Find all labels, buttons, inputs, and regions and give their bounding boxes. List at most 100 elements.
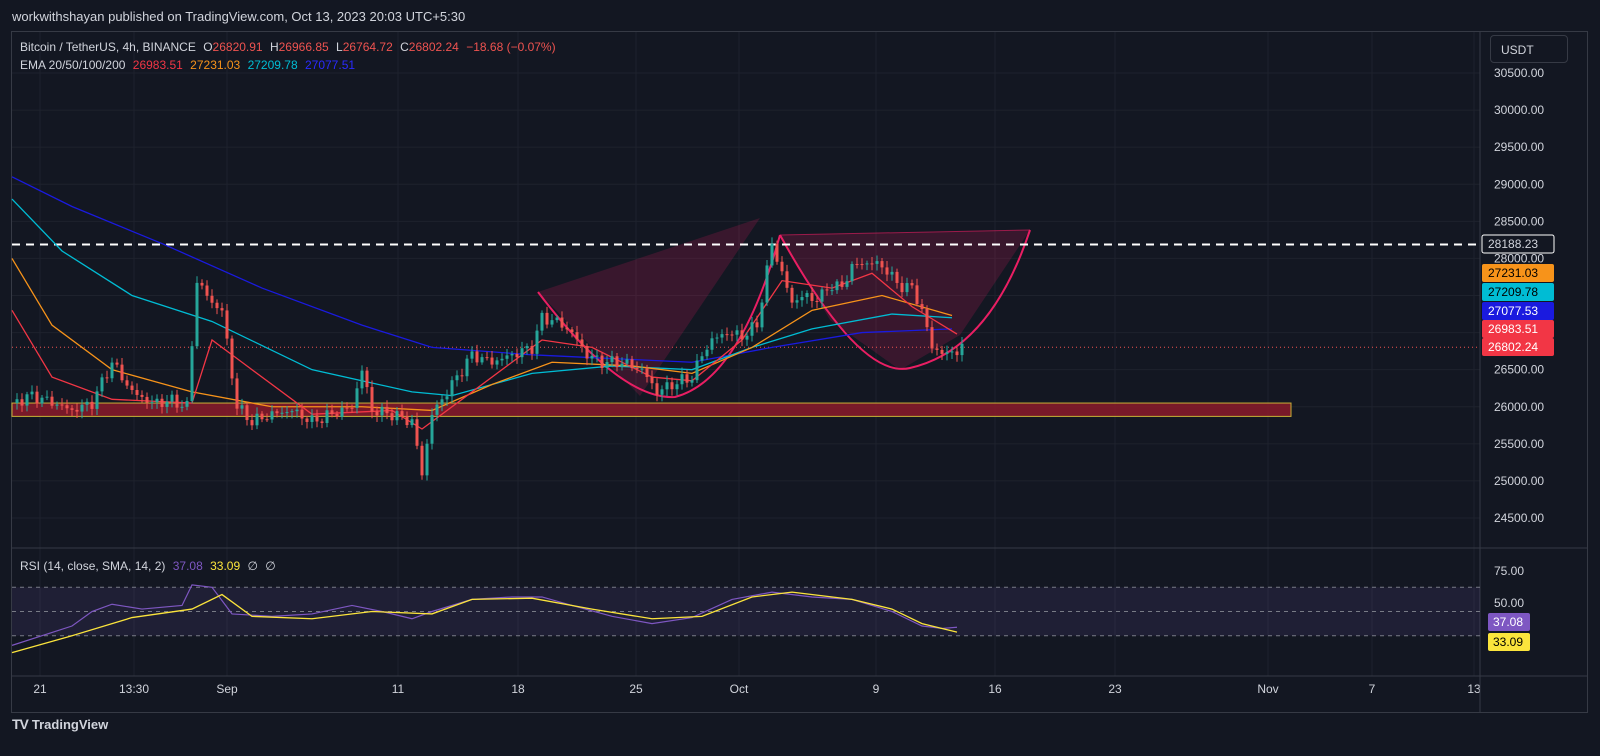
- y-tick-label: 25500.00: [1494, 437, 1544, 451]
- candle-body: [755, 322, 759, 328]
- candle-body: [130, 385, 134, 390]
- candle-body: [45, 396, 49, 398]
- candle-body: [950, 351, 954, 353]
- candle-body: [275, 411, 279, 414]
- candle-body: [75, 409, 79, 412]
- tradingview-logo-icon: TV: [12, 716, 29, 732]
- candle-body: [205, 285, 209, 296]
- candle-body: [495, 360, 499, 365]
- candle-body: [30, 391, 34, 395]
- candle-body: [155, 398, 159, 403]
- candle-body: [630, 359, 634, 369]
- candle-body: [685, 374, 689, 383]
- candle-body: [290, 411, 294, 413]
- candle-body: [705, 349, 709, 357]
- candle-body: [510, 353, 514, 356]
- rsi-sma-line: [11, 591, 958, 654]
- candle-body: [135, 389, 139, 395]
- candle-body: [300, 409, 304, 419]
- candle-body: [115, 362, 119, 365]
- candle-body: [960, 343, 964, 356]
- ema-legend: EMA 20/50/100/200 26983.51 27231.03 2720…: [20, 58, 359, 72]
- candle-body: [640, 368, 644, 370]
- rsi-label: RSI (14, close, SMA, 14, 2): [20, 559, 166, 573]
- candle-body: [185, 400, 189, 407]
- candle-body: [430, 414, 434, 444]
- candle-body: [715, 337, 719, 339]
- candle-body: [90, 401, 94, 409]
- candle-body: [450, 380, 454, 397]
- candle-body: [700, 356, 704, 361]
- candle-body: [790, 287, 794, 303]
- y-tick-label: 26500.00: [1494, 363, 1544, 377]
- candle-body: [745, 335, 749, 340]
- candle-body: [310, 415, 314, 422]
- candle-body: [530, 346, 534, 354]
- candle-body: [255, 413, 259, 426]
- candle-body: [390, 413, 394, 421]
- candle-body: [285, 412, 289, 414]
- rsi-extra-2: ∅: [265, 559, 276, 573]
- candle-body: [775, 243, 779, 262]
- candle-body: [525, 346, 529, 349]
- candle-body: [150, 402, 154, 404]
- candle-body: [680, 374, 684, 385]
- wedge-top-line: [779, 229, 1031, 236]
- y-tick-label: 26000.00: [1494, 400, 1544, 414]
- published-text: workwithshayan published on TradingView.…: [12, 9, 466, 24]
- candle-body: [15, 399, 19, 404]
- ema50-value: 27231.03: [190, 58, 241, 72]
- candle-body: [520, 348, 524, 358]
- candle-body: [365, 370, 369, 388]
- candle-body: [825, 289, 829, 291]
- candle-body: [40, 397, 44, 404]
- candle-body: [380, 406, 384, 416]
- candle-body: [355, 388, 359, 408]
- candle-body: [425, 443, 429, 476]
- candle-body: [845, 281, 849, 287]
- candle-body: [440, 399, 444, 405]
- rsi-band: [12, 587, 1480, 636]
- candle-body: [180, 406, 184, 408]
- currency-selector[interactable]: USDT: [1490, 35, 1568, 63]
- close-label: C: [400, 40, 409, 54]
- rsi-tick-label: 75.00: [1494, 564, 1524, 578]
- open-value: 26820.91: [212, 40, 263, 54]
- candle-body: [560, 317, 564, 328]
- candle-body: [295, 409, 299, 412]
- candle-body: [930, 327, 934, 349]
- footer-brand[interactable]: TV TradingView: [12, 713, 108, 735]
- candle-body: [210, 295, 214, 303]
- candle-body: [855, 263, 859, 265]
- candle-body: [920, 304, 924, 310]
- rsi-value-label: 37.08: [1493, 615, 1523, 629]
- candle-body: [480, 357, 484, 363]
- candle-body: [820, 289, 824, 302]
- candle-body: [885, 267, 889, 275]
- candle-body: [370, 387, 374, 412]
- candle-body: [605, 362, 609, 369]
- y-tick-label: 28500.00: [1494, 214, 1544, 228]
- candle-body: [595, 355, 599, 357]
- ema-label: EMA 20/50/100/200: [20, 58, 126, 72]
- candle-body: [225, 310, 229, 339]
- candle-body: [710, 338, 714, 350]
- rsi-line: [11, 584, 958, 646]
- symbol-name: Bitcoin / TetherUS, 4h, BINANCE: [20, 40, 196, 54]
- x-tick-label: 11: [392, 682, 405, 696]
- candle-body: [835, 281, 839, 291]
- high-value: 26966.85: [278, 40, 329, 54]
- price-label-bg: [1481, 234, 1555, 254]
- candle-body: [765, 265, 769, 303]
- candle-body: [865, 263, 869, 265]
- candle-body: [740, 330, 744, 340]
- candle-body: [245, 405, 249, 421]
- candle-body: [345, 407, 349, 409]
- price-label: 26802.24: [1488, 340, 1538, 354]
- header-bar: workwithshayan published on TradingView.…: [0, 0, 1600, 30]
- price-label-bg: [1482, 338, 1554, 356]
- candle-body: [730, 334, 734, 336]
- price-label-bg: [1482, 320, 1554, 338]
- candle-body: [695, 360, 699, 381]
